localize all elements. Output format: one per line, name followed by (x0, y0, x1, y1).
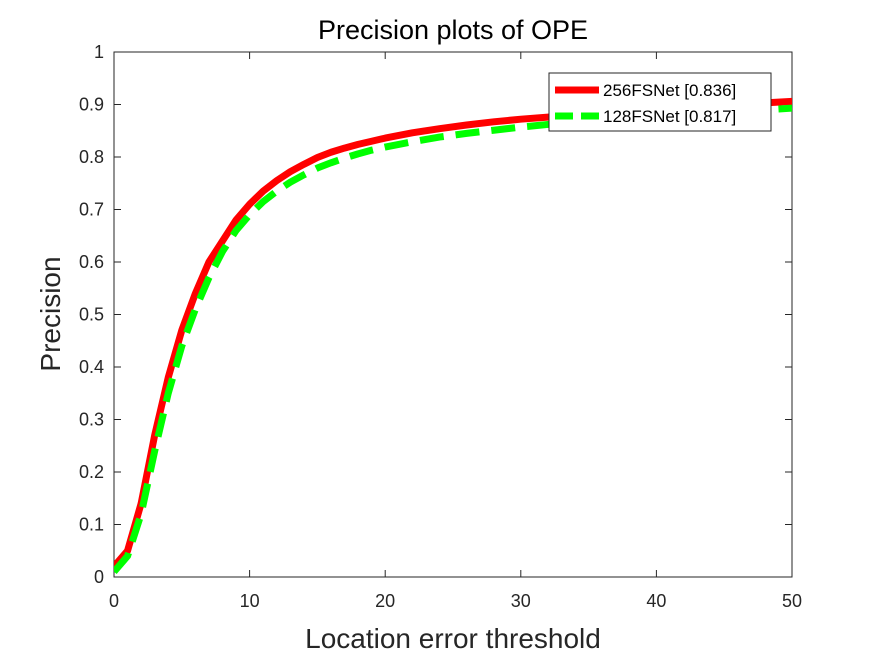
y-tick-label: 0.5 (79, 305, 104, 325)
y-tick-label: 0.3 (79, 410, 104, 430)
y-tick-label: 0.6 (79, 252, 104, 272)
x-tick-label: 30 (511, 591, 531, 611)
x-tick-label: 20 (375, 591, 395, 611)
chart-title: Precision plots of OPE (318, 15, 588, 45)
plot-area: 0 10 20 30 40 50 0 0.1 0.2 0.3 0.4 0.5 0.6 0.7 0.8 0.9… (79, 42, 802, 611)
y-axis-ticks: 0 0.1 0.2 0.3 0.4 0.5 0.6 0.7 0.8 0.9 1 (79, 42, 792, 587)
series-line-2 (114, 104, 792, 575)
y-tick-label: 0.9 (79, 95, 104, 115)
x-tick-label: 50 (782, 591, 802, 611)
x-axis-ticks: 0 10 20 30 40 50 (109, 52, 802, 611)
y-tick-label: 1 (94, 42, 104, 62)
y-tick-label: 0.1 (79, 515, 104, 535)
legend: 256FSNet [0.836] 128FSNet [0.817] (548, 72, 772, 132)
x-tick-label: 10 (240, 591, 260, 611)
legend-entry-2: 128FSNet [0.817] (603, 107, 736, 126)
x-axis-label: Location error threshold (305, 623, 601, 654)
x-tick-label: 0 (109, 591, 119, 611)
legend-entry-1: 256FSNet [0.836] (603, 81, 736, 100)
y-tick-label: 0.8 (79, 147, 104, 167)
legend-box (548, 72, 772, 132)
plot-frame (113, 51, 793, 578)
y-tick-label: 0.4 (79, 357, 104, 377)
y-tick-label: 0.2 (79, 462, 104, 482)
x-tick-label: 40 (646, 591, 666, 611)
y-tick-label: 0.7 (79, 200, 104, 220)
y-tick-label: 0 (94, 567, 104, 587)
y-axis-label: Precision (35, 256, 66, 371)
